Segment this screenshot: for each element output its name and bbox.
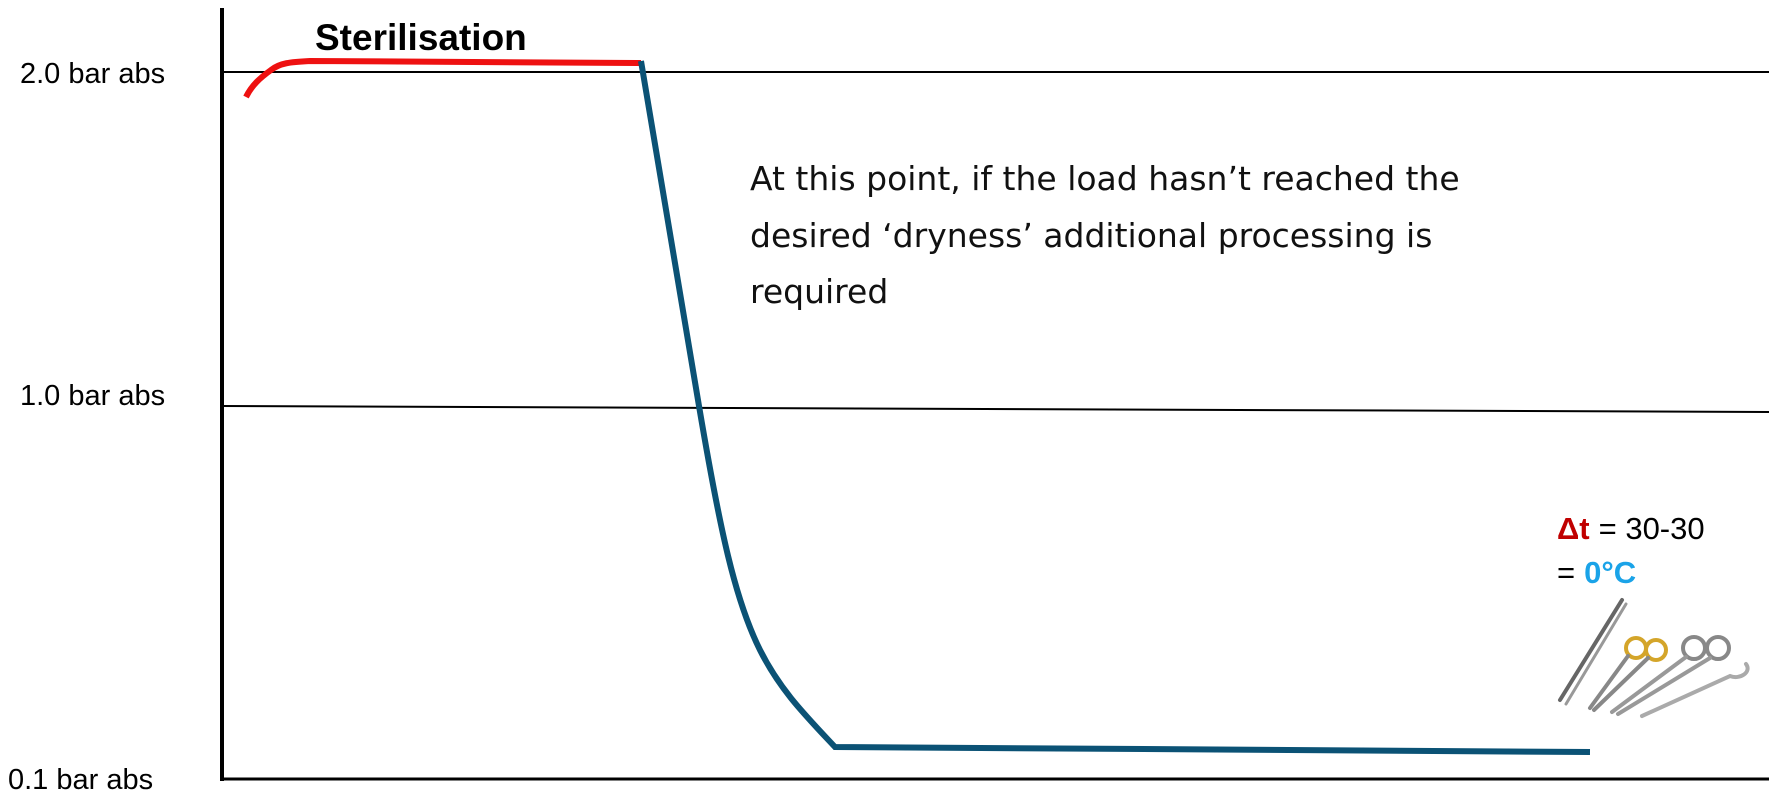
annotation-line: required bbox=[750, 272, 888, 311]
delta-symbol: Δt bbox=[1557, 511, 1590, 546]
delta-line: Δt = 30-30 bbox=[1557, 511, 1705, 546]
vacuum-curve bbox=[638, 60, 1591, 755]
annotation-line: desired ‘dryness’ additional processing … bbox=[750, 216, 1432, 255]
axis-label: 1.0 bar abs bbox=[20, 380, 165, 412]
equals: = bbox=[1557, 555, 1575, 590]
phase-label: Sterilisation bbox=[315, 17, 527, 58]
delta-expression: = 30-30 bbox=[1599, 511, 1705, 546]
instruments-icon bbox=[1558, 598, 1750, 718]
reference-line bbox=[221, 405, 1769, 413]
sterilisation-curve bbox=[243, 57, 642, 99]
delta-result: 0°C bbox=[1584, 555, 1636, 590]
axis-label: 2.0 bar abs bbox=[20, 58, 165, 90]
delta-result-line: = 0°C bbox=[1557, 555, 1636, 590]
axis-label: 0.1 bar abs bbox=[8, 764, 153, 794]
annotation-line: At this point, if the load hasn’t reache… bbox=[750, 159, 1460, 198]
